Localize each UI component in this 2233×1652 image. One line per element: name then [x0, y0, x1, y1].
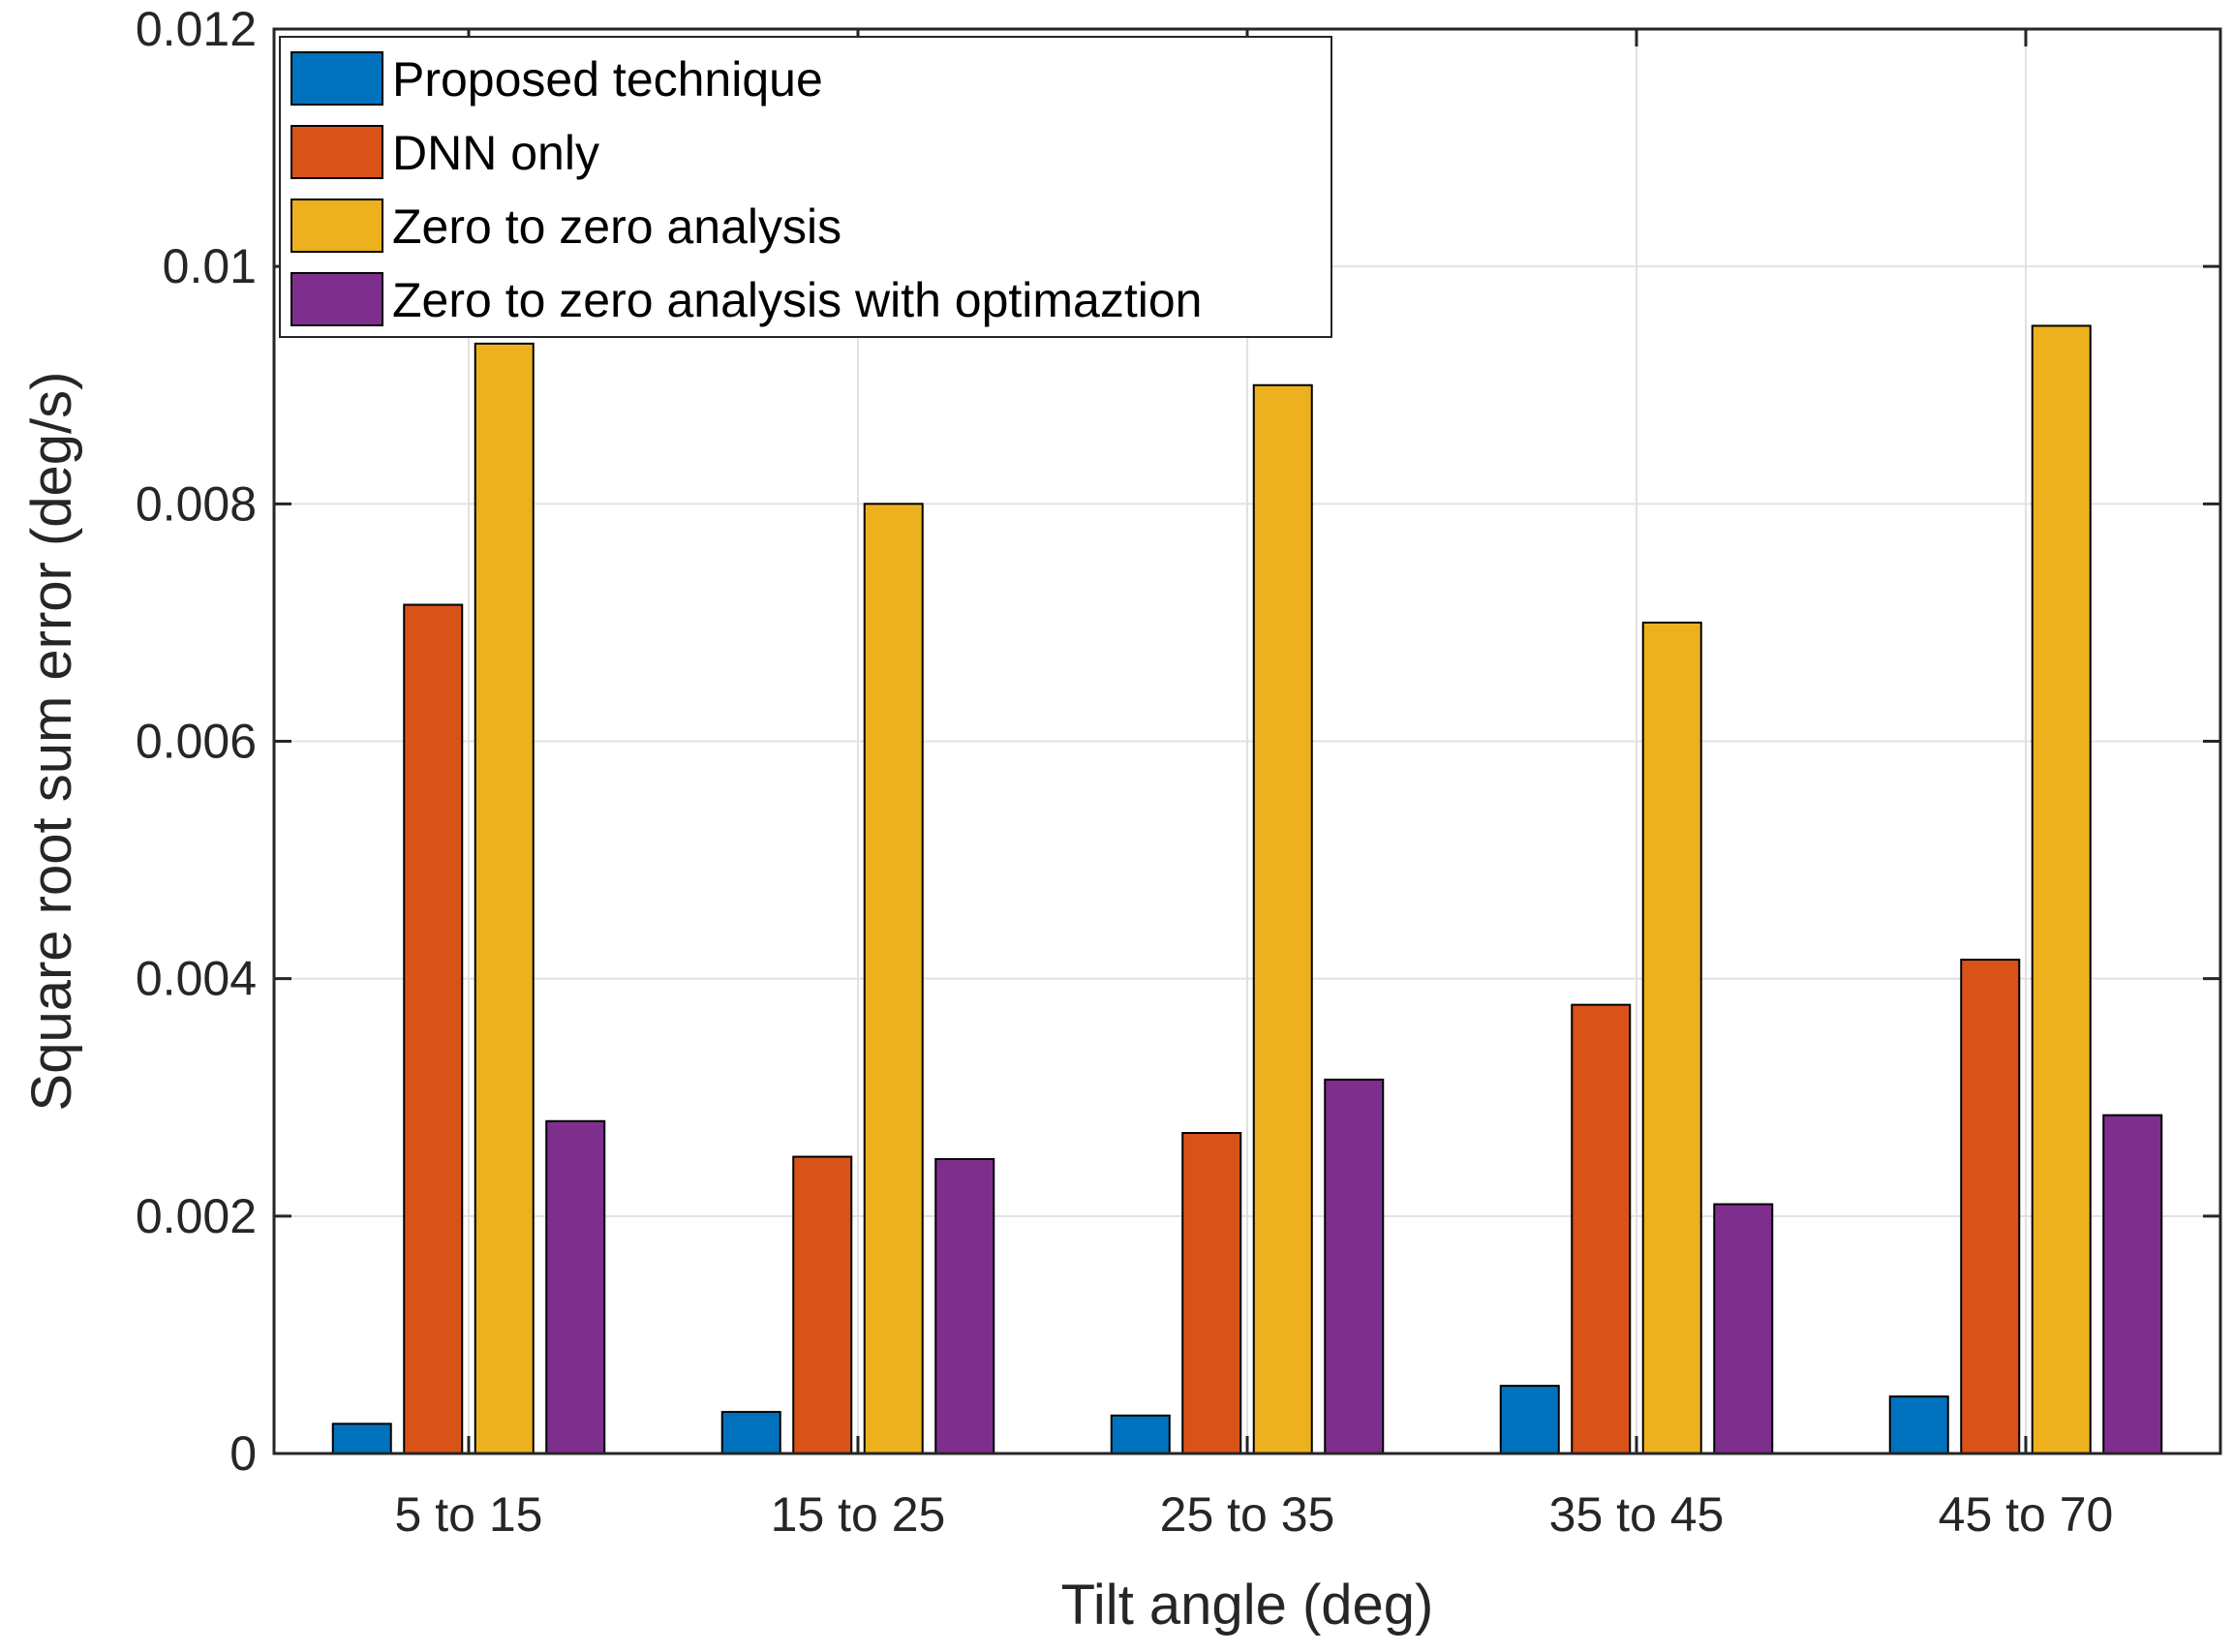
legend: Proposed technique DNN only Zero to zero a… [279, 36, 1332, 338]
legend-swatch [291, 272, 383, 326]
bar-4-4 [1713, 1203, 1774, 1454]
bar-4-1 [545, 1119, 606, 1455]
bar-1-4 [1499, 1385, 1560, 1454]
bar-3-5 [2031, 324, 2092, 1454]
y-tick-label: 0 [229, 1426, 257, 1481]
x-tick-label: 45 to 70 [1939, 1487, 2114, 1542]
y-tick-label: 0.012 [136, 2, 257, 56]
y-tick-label: 0.008 [136, 476, 257, 531]
legend-label: Zero to zero analysis with optimaztion [392, 273, 1202, 327]
y-tick-label: 0.002 [136, 1189, 257, 1243]
bar-3-3 [1252, 383, 1313, 1454]
legend-swatch [291, 125, 383, 179]
legend-label: Zero to zero analysis [392, 199, 841, 254]
bar-2-3 [1181, 1132, 1242, 1455]
bar-4-5 [2102, 1114, 2163, 1454]
y-tick-label: 0.004 [136, 952, 257, 1006]
bar-series [331, 324, 2163, 1455]
legend-swatch [291, 199, 383, 253]
x-tick-label: 5 to 15 [395, 1487, 543, 1542]
bar-1-5 [1888, 1395, 1949, 1455]
x-axis-title: Tilt angle (deg) [1061, 1574, 1434, 1637]
bar-2-1 [403, 603, 464, 1454]
bar-4-2 [934, 1157, 995, 1454]
bar-2-4 [1571, 1003, 1632, 1454]
legend-label: Proposed technique [392, 52, 823, 107]
legend-box [279, 36, 1332, 338]
bar-1-2 [720, 1411, 781, 1454]
bar-4-3 [1324, 1078, 1385, 1455]
bar-3-4 [1641, 621, 1702, 1454]
y-tick-label: 0.01 [163, 239, 257, 293]
bar-2-5 [1960, 959, 2021, 1454]
x-tick-label: 25 to 35 [1160, 1487, 1335, 1542]
x-tick-label: 35 to 45 [1549, 1487, 1725, 1542]
bar-2-2 [792, 1155, 853, 1454]
bar-3-2 [863, 503, 924, 1454]
legend-swatch [291, 51, 383, 106]
y-tick-label: 0.006 [136, 715, 257, 769]
bar-3-1 [474, 342, 535, 1454]
y-axis-title: Square root sum error (deg/s) [20, 372, 83, 1112]
x-tick-label: 15 to 25 [771, 1487, 946, 1542]
axis-ticks: 0 0.002 0.004 0.006 0.008 0.01 0.012 5 to 15 15 … [136, 2, 2220, 1542]
legend-label: DNN only [392, 126, 599, 180]
bar-1-1 [331, 1423, 392, 1454]
bar-1-3 [1110, 1414, 1171, 1454]
